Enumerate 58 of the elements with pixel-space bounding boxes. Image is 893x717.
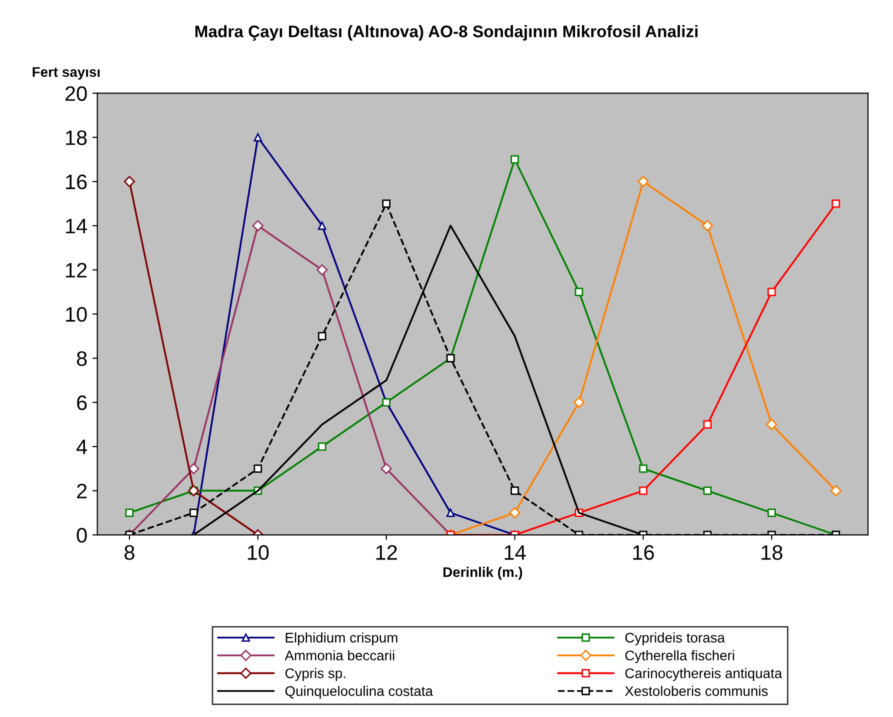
point: [702, 220, 714, 232]
y-tick-label: 16: [66, 174, 87, 190]
x-tick-label: 16: [633, 545, 654, 560]
x-tick-label: 18: [762, 545, 782, 560]
legend-label: Cyprideis torasa: [625, 632, 725, 646]
point: [767, 508, 776, 517]
point: [574, 288, 584, 296]
x-tick-label: 12: [376, 545, 397, 560]
x-tick-label: 10: [248, 545, 269, 560]
legend-label: Elphidium crispum: [286, 632, 398, 646]
y-axis-title: Fert sayısı: [32, 67, 100, 80]
point: [188, 463, 200, 474]
point: [830, 485, 842, 496]
point: [509, 507, 520, 518]
y-tick-label: 0: [76, 528, 87, 543]
point: [573, 396, 585, 408]
point: [703, 486, 712, 495]
point: [254, 464, 262, 473]
point: [832, 199, 840, 208]
y-tick-label: 6: [77, 395, 87, 410]
point: [125, 508, 134, 517]
y-tick-label: 18: [66, 130, 87, 146]
chart-title: Madra Çayı Deltası (Altınova) AO-8 Sondajının Mikrofosil Analizi: [195, 25, 698, 41]
y-tick-label: 10: [66, 307, 87, 322]
point: [703, 420, 712, 429]
y-tick-label: 2: [77, 484, 87, 498]
point: [380, 463, 392, 474]
point: [382, 199, 390, 208]
point: [190, 508, 198, 517]
point: [318, 442, 326, 451]
point: [639, 486, 648, 495]
point: [510, 486, 519, 495]
legend-label: Ammonia beccarii: [284, 650, 394, 660]
legend-label: Xestoloberis communis: [624, 686, 768, 696]
x-axis-title: Derinlik (m.): [443, 566, 522, 580]
legend-label: Cytherella fischeri: [625, 650, 734, 664]
point: [318, 222, 326, 230]
point: [638, 176, 649, 188]
x-tick-label: 14: [504, 545, 526, 560]
point: [318, 332, 326, 340]
point: [766, 418, 778, 430]
point: [446, 508, 455, 517]
y-tick-label: 4: [76, 440, 88, 454]
y-tick-label: 8: [76, 351, 87, 366]
point: [254, 133, 262, 142]
legend-label: Quinqueloculina costata: [285, 686, 433, 699]
point: [639, 464, 648, 473]
point: [316, 264, 328, 276]
point: [510, 155, 519, 164]
y-tick-label: 20: [65, 86, 87, 101]
y-tick-label: 14: [66, 218, 88, 234]
y-tick-label: 12: [66, 262, 87, 278]
x-tick-label: 8: [124, 545, 134, 560]
point: [124, 176, 136, 188]
legend-label: Carinocythereis antiquata: [625, 668, 782, 681]
point: [767, 288, 776, 296]
point: [252, 220, 264, 232]
legend-label: Cypris sp.: [285, 668, 346, 681]
